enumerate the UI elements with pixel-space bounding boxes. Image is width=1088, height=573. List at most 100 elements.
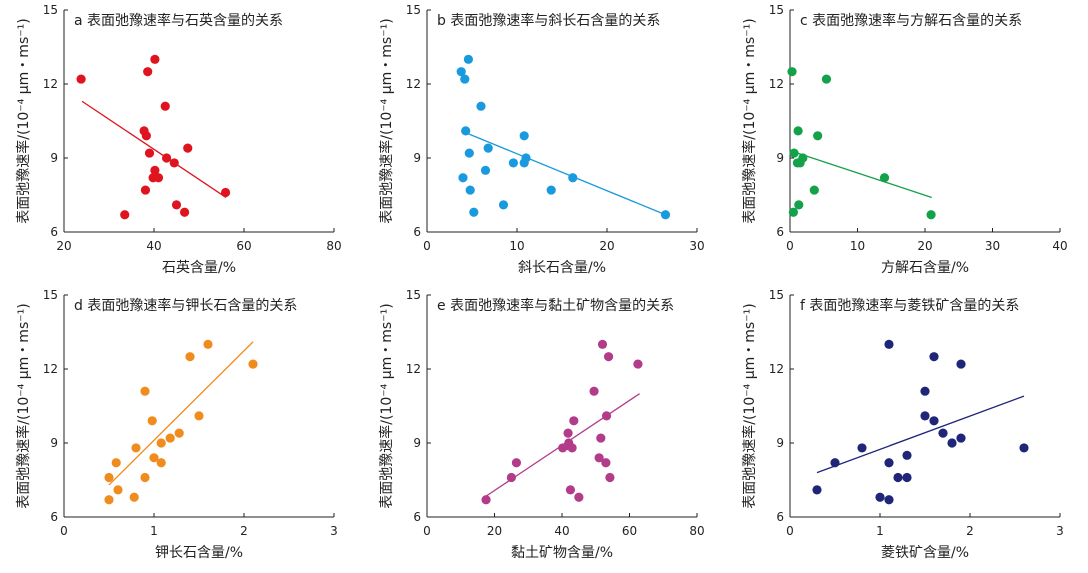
y-axis-title: 表面弛豫速率/(10⁻⁴ μm・ms⁻¹) [741, 18, 758, 223]
y-tick-label: 15 [769, 288, 784, 302]
data-point [789, 148, 799, 158]
data-point [947, 438, 957, 448]
data-point [601, 458, 611, 468]
x-tick-label: 1 [150, 524, 158, 538]
data-point [956, 359, 966, 369]
data-point [633, 359, 643, 369]
data-point [248, 359, 258, 369]
y-tick-label: 6 [776, 225, 784, 239]
data-point [481, 495, 491, 505]
data-point [149, 453, 159, 463]
data-point [506, 472, 516, 483]
data-point [875, 492, 885, 502]
data-point [893, 472, 903, 483]
y-tick-label: 6 [776, 510, 784, 524]
panel-title: f 表面弛豫速率与菱铁矿含量的关系 [800, 297, 1019, 314]
data-point [798, 153, 808, 163]
trend-line [460, 130, 666, 216]
data-point [153, 173, 164, 183]
data-point [141, 131, 151, 141]
data-point [511, 458, 522, 468]
y-tick-label: 9 [50, 436, 58, 450]
data-point [144, 148, 155, 158]
x-axis-title: 斜长石含量/% [518, 260, 606, 276]
data-point [498, 200, 509, 210]
data-point [508, 158, 518, 168]
data-point [165, 433, 175, 443]
data-point [589, 386, 599, 396]
trend-line [108, 341, 254, 486]
data-point [879, 173, 890, 183]
x-tick-label: 0 [423, 524, 431, 538]
data-point [929, 416, 939, 426]
y-tick-label: 12 [43, 77, 58, 91]
data-point [156, 458, 166, 468]
data-point [521, 153, 531, 163]
trend-line [789, 149, 932, 199]
y-tick-label: 9 [413, 436, 421, 450]
y-axis-title: 表面弛豫速率/(10⁻⁴ μm・ms⁻¹) [15, 18, 32, 223]
scatter-panel: 0 20 40 60 80 6 9 12 15 e 表面弛豫速率与黏土矿物含量的关系黏土矿物含量/… [378, 288, 705, 561]
x-tick-label: 20 [487, 524, 502, 538]
data-point [162, 153, 172, 163]
trend-line [81, 100, 227, 199]
y-tick-label: 6 [50, 225, 58, 239]
data-point [147, 416, 157, 426]
data-point [563, 428, 573, 438]
data-point [793, 126, 803, 136]
x-axis-title: 黏土矿物含量/% [511, 545, 613, 561]
panel-title: d 表面弛豫速率与钾长石含量的关系 [74, 297, 297, 314]
data-point [596, 433, 606, 443]
x-tick-label: 80 [689, 524, 704, 538]
data-point [929, 352, 939, 362]
data-point [476, 101, 486, 111]
data-point [461, 126, 471, 136]
x-tick-label: 40 [554, 524, 569, 538]
y-tick-label: 9 [776, 436, 784, 450]
data-point [143, 67, 153, 77]
data-point [884, 495, 894, 505]
data-point [857, 443, 867, 453]
data-point [574, 492, 584, 502]
x-tick-label: 40 [146, 239, 161, 253]
data-point [469, 207, 479, 217]
data-point [546, 185, 556, 195]
data-point [160, 101, 170, 111]
data-point [174, 428, 184, 438]
data-point [884, 339, 894, 349]
trend-line [816, 395, 1025, 474]
data-point [460, 74, 470, 84]
y-axis-title: 表面弛豫速率/(10⁻⁴ μm・ms⁻¹) [378, 18, 395, 223]
data-point [140, 472, 150, 483]
data-point [884, 458, 894, 468]
y-tick-label: 6 [50, 510, 58, 524]
data-point [809, 185, 819, 195]
x-tick-label: 2 [966, 524, 974, 538]
x-tick-label: 20 [599, 239, 614, 253]
y-axis-title: 表面弛豫速率/(10⁻⁴ μm・ms⁻¹) [15, 303, 32, 508]
data-point [569, 416, 579, 426]
panel-title: a 表面弛豫速率与石英含量的关系 [74, 12, 283, 29]
y-tick-label: 9 [413, 151, 421, 165]
x-tick-label: 0 [786, 524, 794, 538]
data-point [456, 67, 466, 77]
x-tick-label: 0 [423, 239, 431, 253]
panel-title: e 表面弛豫速率与黏土矿物含量的关系 [437, 297, 674, 314]
y-tick-label: 12 [769, 77, 784, 91]
data-point [567, 443, 577, 453]
data-point [920, 386, 930, 396]
y-tick-label: 12 [406, 77, 421, 91]
data-point [594, 453, 604, 463]
data-point [565, 485, 576, 495]
data-point [660, 210, 671, 220]
data-point [902, 472, 912, 483]
data-point [156, 438, 166, 448]
data-point [920, 411, 930, 421]
data-point [129, 492, 139, 502]
data-point [203, 339, 213, 349]
y-axis-title: 表面弛豫速率/(10⁻⁴ μm・ms⁻¹) [378, 303, 395, 508]
data-point [140, 386, 150, 396]
